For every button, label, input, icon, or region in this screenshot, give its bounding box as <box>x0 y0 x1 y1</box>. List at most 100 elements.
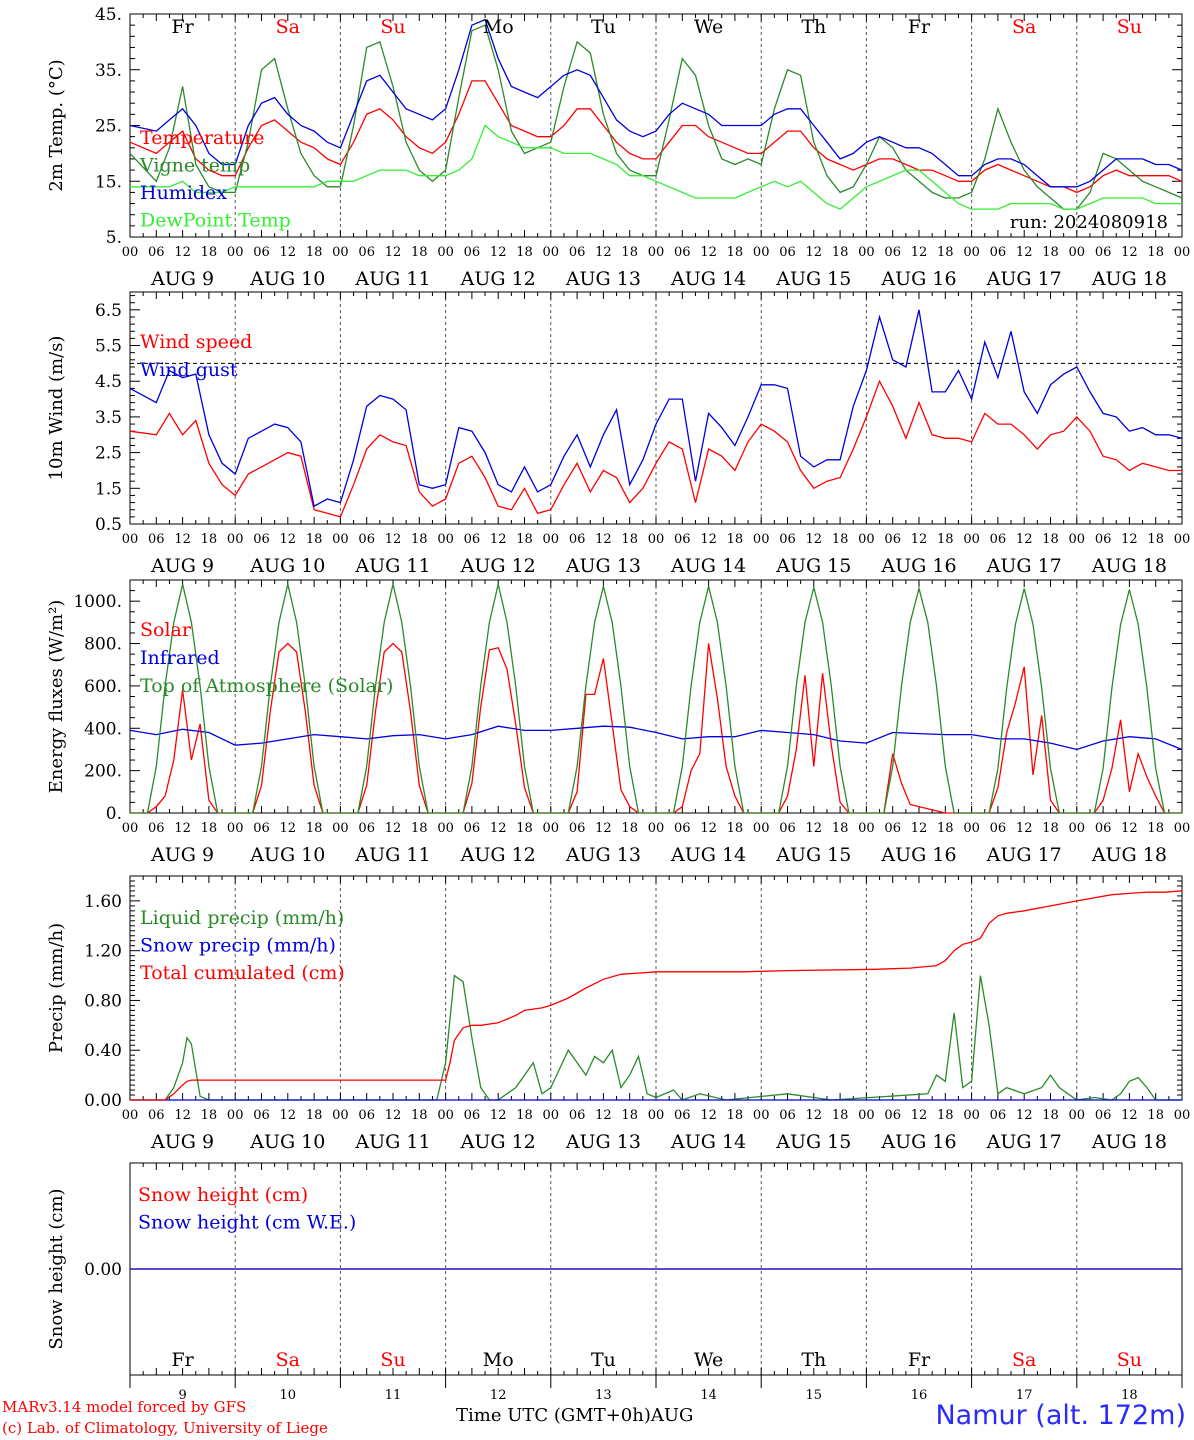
date-label: AUG 11 <box>354 555 430 577</box>
date-label: AUG 13 <box>565 555 641 577</box>
hour-label: 12 <box>1016 821 1033 836</box>
hour-label: 06 <box>1095 245 1112 260</box>
date-label: AUG 16 <box>880 844 956 866</box>
legend-entry: Liquid precip (mm/h) <box>140 907 344 929</box>
hour-label: 18 <box>1042 821 1059 836</box>
day-number: 18 <box>1121 1388 1138 1403</box>
hour-label: 06 <box>674 245 691 260</box>
hour-label: 00 <box>858 245 875 260</box>
hour-label: 12 <box>385 245 402 260</box>
y-tick-label: 2.5 <box>95 444 122 464</box>
hour-label: 06 <box>148 532 165 547</box>
hour-label: 18 <box>621 821 638 836</box>
date-label: AUG 18 <box>1091 1131 1167 1153</box>
hour-label: 06 <box>990 245 1007 260</box>
hour-label: 18 <box>306 245 323 260</box>
date-label: AUG 16 <box>880 1131 956 1153</box>
y-tick-label: 800. <box>84 635 122 655</box>
hour-label: 12 <box>174 821 191 836</box>
day-name: Tu <box>591 16 616 38</box>
y-tick-label: 1.60 <box>84 892 122 912</box>
series-line <box>129 18 1183 188</box>
hour-label: 18 <box>516 532 533 547</box>
hour-label: 12 <box>595 532 612 547</box>
day-name: We <box>694 1349 723 1371</box>
hour-label: 12 <box>911 821 928 836</box>
hour-label: 12 <box>806 1108 823 1123</box>
day-name: Fr <box>171 16 194 38</box>
hour-label: 12 <box>490 532 507 547</box>
y-tick-label: 0.00 <box>84 1091 122 1111</box>
hour-label: 00 <box>858 532 875 547</box>
hour-label: 12 <box>1016 532 1033 547</box>
y-tick-label: 0. <box>106 804 122 824</box>
hour-label: 06 <box>990 1108 1007 1123</box>
hour-label: 12 <box>174 245 191 260</box>
hour-label: 06 <box>779 245 796 260</box>
day-name: We <box>694 16 723 38</box>
legend-entry: Snow height (cm) <box>138 1184 308 1206</box>
y-tick-label: 4.5 <box>95 372 122 392</box>
hour-label: 00 <box>648 532 665 547</box>
y-axis-title: Precip (mm/h) <box>46 923 67 1053</box>
hour-label: 12 <box>490 821 507 836</box>
y-tick-label: 6.5 <box>95 301 122 321</box>
hour-label: 00 <box>753 821 770 836</box>
hour-label: 00 <box>122 532 139 547</box>
hour-label: 18 <box>306 821 323 836</box>
hour-label: 06 <box>674 821 691 836</box>
day-name: Fr <box>908 16 931 38</box>
hour-label: 06 <box>569 532 586 547</box>
date-label: AUG 14 <box>670 844 746 866</box>
hour-label: 12 <box>280 245 297 260</box>
hour-label: 18 <box>832 821 849 836</box>
hour-label: 06 <box>990 532 1007 547</box>
date-label: AUG 15 <box>775 268 851 290</box>
hour-label: 12 <box>174 532 191 547</box>
hour-label: 06 <box>464 245 481 260</box>
hour-label: 00 <box>858 821 875 836</box>
legend-entry: Snow height (cm W.E.) <box>138 1212 356 1234</box>
day-name: Mo <box>483 16 514 38</box>
hour-label: 06 <box>464 1108 481 1123</box>
day-name: Su <box>380 16 405 38</box>
hour-label: 00 <box>753 245 770 260</box>
date-label: AUG 15 <box>775 844 851 866</box>
hour-label: 00 <box>648 1108 665 1123</box>
date-label: AUG 17 <box>986 1131 1062 1153</box>
hour-label: 06 <box>358 1108 375 1123</box>
y-tick-label: 1.20 <box>84 942 122 962</box>
y-tick-label: 0.5 <box>95 515 122 535</box>
hour-label: 18 <box>306 532 323 547</box>
hour-label: 00 <box>543 532 560 547</box>
hour-label: 18 <box>727 532 744 547</box>
hour-label: 06 <box>148 245 165 260</box>
hour-label: 00 <box>122 1108 139 1123</box>
y-tick-label: 600. <box>84 677 122 697</box>
hour-label: 12 <box>806 532 823 547</box>
date-label: AUG 12 <box>460 844 536 866</box>
hour-label: 00 <box>227 245 244 260</box>
hour-label: 06 <box>884 821 901 836</box>
hour-label: 18 <box>832 245 849 260</box>
day-number: 16 <box>911 1388 928 1403</box>
hour-label: 18 <box>1042 245 1059 260</box>
series-line <box>130 642 1182 814</box>
day-name: Sa <box>276 1349 300 1371</box>
hour-label: 06 <box>253 1108 270 1123</box>
date-label: AUG 14 <box>670 555 746 577</box>
hour-label: 06 <box>884 245 901 260</box>
hour-label: 00 <box>963 821 980 836</box>
date-label: AUG 12 <box>460 555 536 577</box>
hour-label: 00 <box>543 245 560 260</box>
hour-label: 00 <box>1069 245 1086 260</box>
hour-label: 18 <box>621 532 638 547</box>
hour-label: 06 <box>674 1108 691 1123</box>
hour-label: 12 <box>385 1108 402 1123</box>
date-label: AUG 18 <box>1091 268 1167 290</box>
hour-label: 06 <box>569 245 586 260</box>
hour-label: 18 <box>411 532 428 547</box>
y-tick-label: 1000. <box>73 592 122 612</box>
series-line <box>130 974 1182 1101</box>
hour-label: 12 <box>1121 532 1138 547</box>
